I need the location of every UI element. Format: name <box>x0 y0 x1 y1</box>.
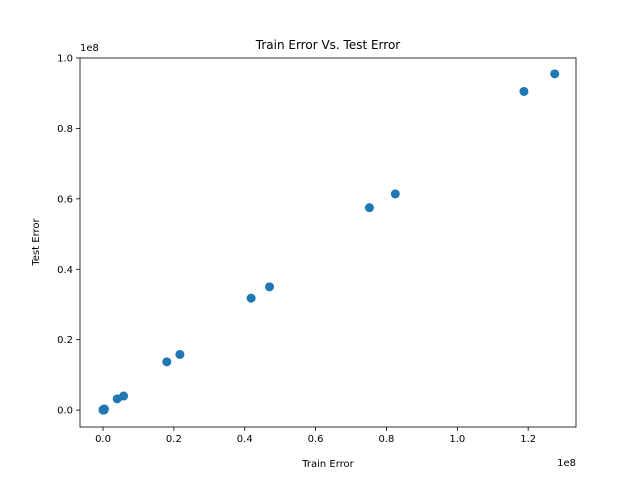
y-tick-label: 0.6 <box>57 194 73 205</box>
x-tick-label: 0.4 <box>237 434 253 445</box>
y-axis: 0.0 0.2 0.4 0.6 0.8 1.0 <box>57 54 80 417</box>
chart-title: Train Error Vs. Test Error <box>255 38 401 52</box>
x-tick-label: 1.2 <box>520 434 536 445</box>
data-point <box>519 86 529 96</box>
data-point <box>119 391 129 401</box>
y-tick-label: 0.0 <box>57 406 73 417</box>
data-point <box>364 203 374 213</box>
data-point <box>162 357 172 367</box>
x-axis-label: Train Error <box>301 459 354 470</box>
x-tick-label: 0.2 <box>166 434 182 445</box>
y-offset-label: 1e8 <box>80 43 99 54</box>
y-tick-label: 0.2 <box>57 335 73 346</box>
y-tick-label: 1.0 <box>57 54 73 65</box>
x-axis: 0.0 0.2 0.4 0.6 0.8 1.0 1.2 <box>95 427 536 445</box>
plot-area <box>79 57 577 428</box>
data-points <box>98 69 560 415</box>
x-tick-label: 0.0 <box>95 434 111 445</box>
x-tick-label: 0.8 <box>379 434 395 445</box>
y-axis-label: Test Error <box>31 217 42 266</box>
data-point <box>99 404 109 414</box>
y-tick-label: 0.8 <box>57 124 73 135</box>
y-tick-label: 0.4 <box>57 265 73 276</box>
x-offset-label: 1e8 <box>557 458 576 469</box>
data-point <box>246 293 256 303</box>
data-point <box>175 349 185 359</box>
data-point <box>265 282 275 292</box>
data-point <box>390 189 400 199</box>
data-point <box>550 69 560 79</box>
x-tick-label: 1.0 <box>449 434 465 445</box>
x-tick-label: 0.6 <box>308 434 324 445</box>
